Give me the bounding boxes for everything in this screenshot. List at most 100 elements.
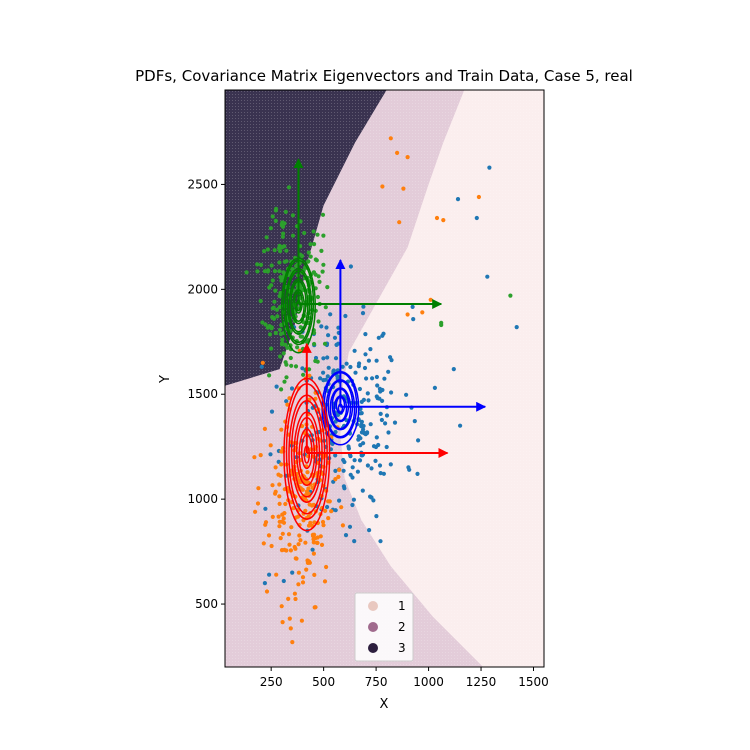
data-point-class-1 [416,438,421,443]
data-point-class-1 [319,324,324,329]
plot-frame [224,89,545,668]
data-point-class-1 [378,539,383,544]
data-point-class-3 [284,259,289,264]
data-point-class-2 [395,150,400,155]
data-point-class-2 [293,596,298,602]
data-point-class-1 [415,471,420,476]
data-point-class-1 [374,374,379,380]
data-point-class-3 [270,278,275,283]
data-point-class-1 [333,356,339,361]
data-point-class-2 [303,540,308,545]
y-axis-label: Y [158,375,173,384]
data-point-class-3 [320,212,326,217]
data-point-class-1 [432,385,437,390]
data-point-class-1 [383,421,388,426]
data-point-class-1 [343,533,349,538]
data-point-class-1 [333,429,338,435]
data-point-class-2 [388,136,393,141]
data-point-class-1 [386,430,391,435]
data-point-class-1 [382,376,387,381]
data-point-class-2 [312,520,317,525]
data-point-class-1 [485,274,490,279]
data-point-class-1 [326,365,331,370]
data-point-class-3 [293,364,299,369]
legend-marker-3 [368,643,378,653]
data-point-class-1 [352,348,357,353]
data-point-class-3 [284,362,289,367]
data-point-class-2 [253,509,258,514]
data-point-class-2 [296,582,301,587]
data-point-class-2 [313,605,318,610]
data-point-class-2 [288,548,293,553]
legend-marker-1 [368,601,378,611]
x-tick-label: 750 [365,675,388,689]
data-point-class-1 [333,468,338,473]
data-point-class-1 [357,386,362,392]
data-point-class-1 [284,399,289,404]
data-point-class-2 [274,572,279,577]
data-point-class-1 [374,358,379,363]
data-point-class-3 [265,325,270,330]
data-point-class-3 [284,375,289,380]
data-point-class-2 [304,567,309,572]
data-point-class-1 [290,570,295,575]
data-point-class-2 [308,520,313,526]
data-point-class-3 [312,242,317,247]
data-point-class-1 [361,441,366,446]
data-point-class-1 [392,420,398,425]
data-point-class-3 [267,332,273,337]
data-point-class-3 [272,269,278,274]
data-point-class-2 [277,501,282,506]
data-point-class-2 [270,483,275,488]
data-point-class-1 [321,356,326,361]
data-point-class-1 [474,215,479,221]
data-point-class-2 [324,564,329,570]
data-point-class-1 [337,498,342,503]
data-point-class-3 [244,270,249,275]
data-point-class-3 [273,330,278,336]
data-point-class-2 [280,620,285,625]
data-point-class-1 [365,391,370,396]
data-point-class-3 [271,316,277,321]
data-point-class-3 [508,293,513,298]
data-point-class-2 [306,486,311,491]
data-point-class-2 [281,516,286,521]
data-point-class-2 [336,474,341,479]
data-point-class-2 [286,596,291,602]
data-point-class-3 [290,233,296,238]
data-point-class-3 [316,319,321,324]
data-point-class-3 [325,285,330,290]
y-tick-label: 1500 [187,387,218,401]
data-point-class-1 [360,311,366,316]
data-point-class-1 [377,396,382,401]
data-point-class-2 [319,542,325,548]
data-point-class-2 [297,533,302,538]
data-point-class-1 [356,364,361,369]
data-point-class-1 [364,376,369,381]
data-point-class-2 [299,618,304,623]
data-point-class-1 [366,398,371,403]
data-point-class-1 [365,463,370,468]
y-tick-label: 500 [195,597,218,611]
data-point-class-3 [277,327,283,332]
data-point-class-3 [278,249,283,254]
data-point-class-2 [476,194,481,200]
data-point-class-2 [300,575,306,580]
data-point-class-3 [302,230,307,236]
data-point-class-3 [279,245,285,250]
data-point-class-3 [280,337,285,342]
data-point-class-2 [270,514,275,520]
data-point-class-3 [277,260,282,265]
data-point-class-1 [363,352,368,357]
data-point-class-1 [350,502,355,508]
data-point-class-1 [458,423,463,428]
data-point-class-3 [269,263,274,268]
data-point-class-1 [376,442,381,448]
data-point-class-1 [325,374,330,379]
data-point-class-1 [370,376,375,381]
data-point-class-1 [259,364,264,369]
data-point-class-2 [278,536,283,541]
data-point-class-3 [307,367,312,372]
data-point-class-1 [353,370,358,375]
data-point-class-2 [329,509,334,514]
